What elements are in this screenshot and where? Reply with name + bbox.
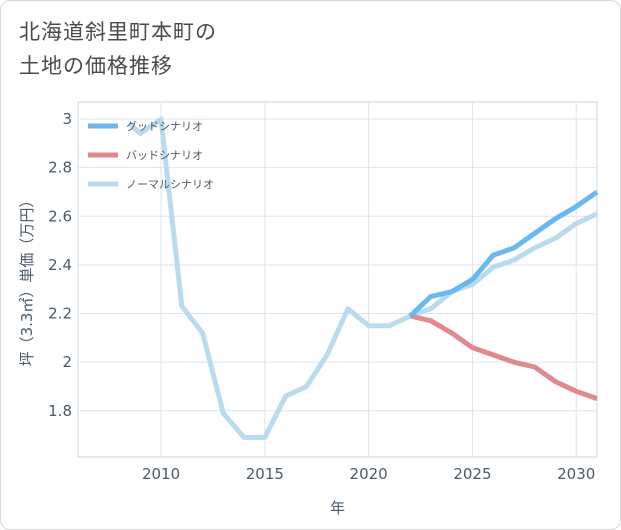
title-line-1: 北海道斜里町本町の <box>19 20 217 44</box>
y-tick-label: 1.8 <box>48 402 72 420</box>
series-layer <box>128 116 599 440</box>
y-axis-title: 坪（3.3㎡）単価（万円） <box>18 193 36 367</box>
x-tick-label: 2015 <box>246 465 284 483</box>
series-line-0 <box>408 189 599 318</box>
x-tick-label: 2010 <box>142 465 180 483</box>
x-tick-label: 2025 <box>453 465 491 483</box>
x-tick-label: 2020 <box>350 465 388 483</box>
legend-label: バッドシナリオ <box>126 149 203 162</box>
y-tick-label: 2.8 <box>48 159 72 177</box>
y-tick-label: 3 <box>62 110 72 128</box>
tick-labels: 2010 2015 2020 2025 2030 1.8 2 2.2 2.4 2.6 2.8 3 <box>48 110 595 483</box>
y-tick-label: 2.4 <box>48 256 72 274</box>
y-tick-label: 2 <box>62 353 72 371</box>
y-tick-label: 2.6 <box>48 207 72 225</box>
legend-label: グッドシナリオ <box>126 119 203 133</box>
chart-title: 北海道斜里町本町の 土地の価格推移 <box>19 15 217 83</box>
y-tick-label: 2.2 <box>48 305 72 323</box>
x-tick-label: 2030 <box>557 465 595 483</box>
title-line-2: 土地の価格推移 <box>19 54 173 78</box>
plot-border <box>77 101 598 458</box>
series-line-2 <box>128 116 599 440</box>
series-line-1 <box>409 313 598 401</box>
x-axis-title: 年 <box>330 499 345 517</box>
legend-label: ノーマルシナリオ <box>126 178 214 191</box>
